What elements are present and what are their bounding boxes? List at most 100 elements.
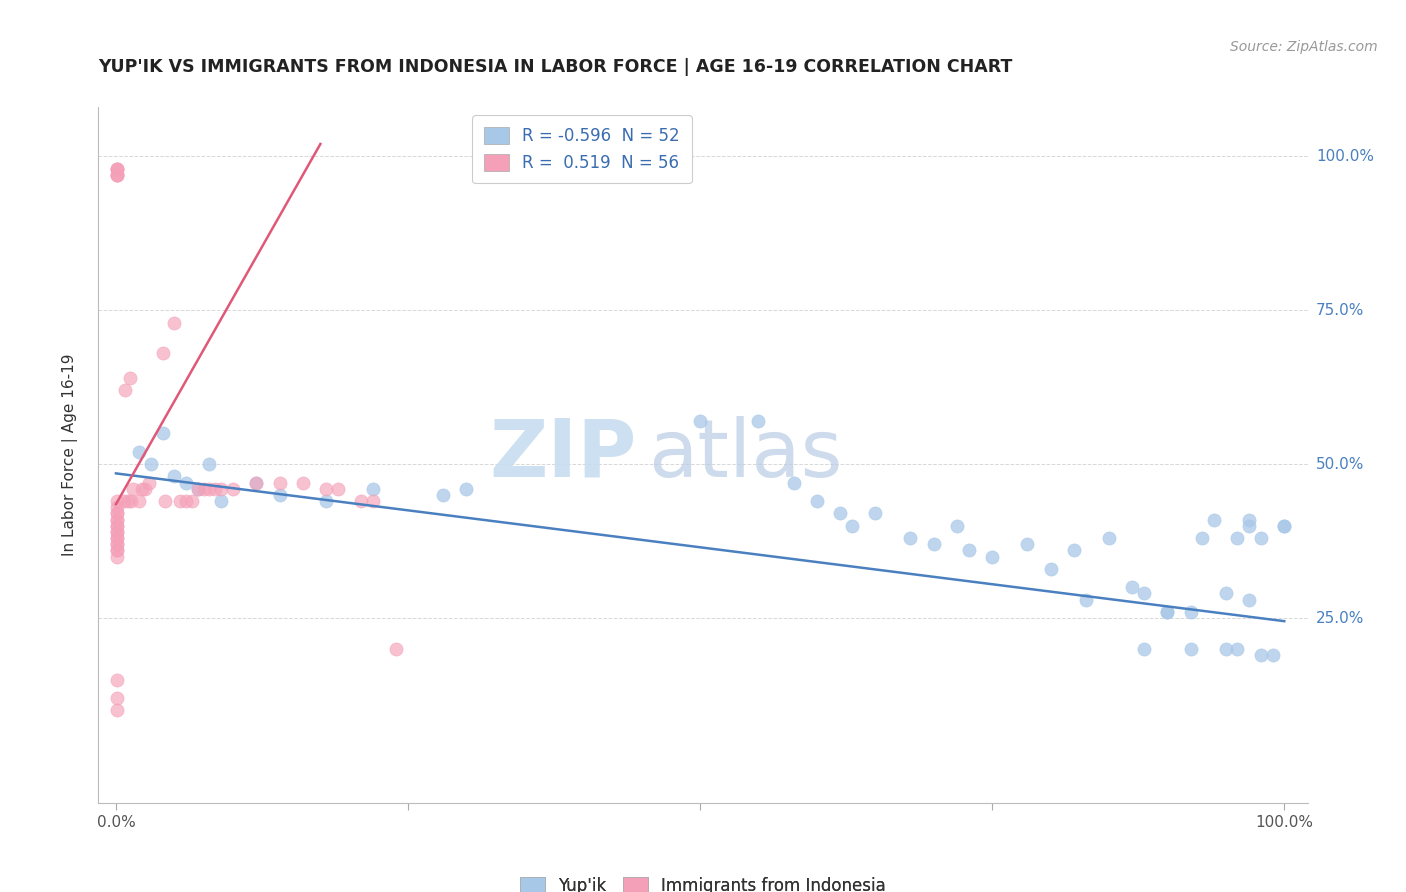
Text: ZIP: ZIP xyxy=(489,416,637,494)
Point xyxy=(1180,641,1202,656)
Point xyxy=(432,488,454,502)
Point xyxy=(120,494,142,508)
Point xyxy=(112,494,135,508)
Point xyxy=(114,384,136,398)
Text: 50.0%: 50.0% xyxy=(1316,457,1364,472)
Point xyxy=(105,537,128,551)
Point xyxy=(105,161,128,176)
Legend: Yup'ik, Immigrants from Indonesia: Yup'ik, Immigrants from Indonesia xyxy=(513,871,893,892)
Point xyxy=(350,494,373,508)
Point xyxy=(830,507,852,521)
Point xyxy=(361,494,384,508)
Text: atlas: atlas xyxy=(648,416,844,494)
Point xyxy=(1226,531,1249,545)
Point xyxy=(898,531,921,545)
Point xyxy=(245,475,267,490)
Point xyxy=(269,488,291,502)
Point xyxy=(152,346,174,360)
Point xyxy=(946,518,969,533)
Point xyxy=(1156,605,1178,619)
Point xyxy=(1063,543,1085,558)
Point xyxy=(105,512,128,526)
Point xyxy=(105,543,128,558)
Point xyxy=(269,475,291,490)
Point xyxy=(105,518,128,533)
Point xyxy=(117,494,139,508)
Point xyxy=(1272,518,1295,533)
Point xyxy=(105,531,128,545)
Point xyxy=(1098,531,1121,545)
Point xyxy=(1250,648,1272,662)
Point xyxy=(456,482,478,496)
Point xyxy=(105,524,128,539)
Point xyxy=(222,482,245,496)
Point xyxy=(1039,562,1062,576)
Point xyxy=(209,494,232,508)
Point xyxy=(105,161,128,176)
Point xyxy=(1074,592,1097,607)
Point xyxy=(139,457,162,471)
Point xyxy=(689,414,711,428)
Point xyxy=(806,494,828,508)
Point xyxy=(1215,586,1237,600)
Point xyxy=(105,512,128,526)
Point xyxy=(163,316,186,330)
Point xyxy=(1156,605,1178,619)
Point xyxy=(187,482,209,496)
Point xyxy=(105,703,128,717)
Point xyxy=(326,482,349,496)
Point xyxy=(1204,512,1226,526)
Point xyxy=(198,482,221,496)
Point xyxy=(315,482,337,496)
Point xyxy=(204,482,226,496)
Point xyxy=(385,641,408,656)
Point xyxy=(198,457,221,471)
Point xyxy=(169,494,191,508)
Text: Source: ZipAtlas.com: Source: ZipAtlas.com xyxy=(1230,40,1378,54)
Point xyxy=(1133,586,1156,600)
Point xyxy=(1226,641,1249,656)
Text: YUP'IK VS IMMIGRANTS FROM INDONESIA IN LABOR FORCE | AGE 16-19 CORRELATION CHART: YUP'IK VS IMMIGRANTS FROM INDONESIA IN L… xyxy=(98,58,1012,76)
Point xyxy=(134,482,156,496)
Point xyxy=(187,482,209,496)
Point xyxy=(152,426,174,441)
Point xyxy=(291,475,314,490)
Point xyxy=(747,414,769,428)
Point xyxy=(1272,518,1295,533)
Point xyxy=(209,482,232,496)
Point xyxy=(1261,648,1284,662)
Point xyxy=(315,494,337,508)
Point xyxy=(1121,580,1143,594)
Point xyxy=(174,494,197,508)
Point xyxy=(105,500,128,515)
Point xyxy=(1191,531,1213,545)
Point xyxy=(105,673,128,687)
Point xyxy=(105,537,128,551)
Point xyxy=(1237,518,1260,533)
Point xyxy=(193,482,215,496)
Point xyxy=(128,445,150,459)
Point xyxy=(122,482,145,496)
Point xyxy=(957,543,980,558)
Point xyxy=(180,494,202,508)
Point xyxy=(1180,605,1202,619)
Point xyxy=(105,168,128,182)
Point xyxy=(841,518,863,533)
Point xyxy=(245,475,267,490)
Point xyxy=(922,537,945,551)
Point xyxy=(1250,531,1272,545)
Point xyxy=(105,531,128,545)
Point xyxy=(118,371,141,385)
Point xyxy=(174,475,197,490)
Point xyxy=(128,494,150,508)
Point xyxy=(105,507,128,521)
Point xyxy=(1237,592,1260,607)
Point xyxy=(1017,537,1039,551)
Point xyxy=(105,507,128,521)
Point xyxy=(1237,512,1260,526)
Point xyxy=(153,494,176,508)
Point xyxy=(105,168,128,182)
Point xyxy=(105,518,128,533)
Point xyxy=(138,475,160,490)
Point xyxy=(105,549,128,564)
